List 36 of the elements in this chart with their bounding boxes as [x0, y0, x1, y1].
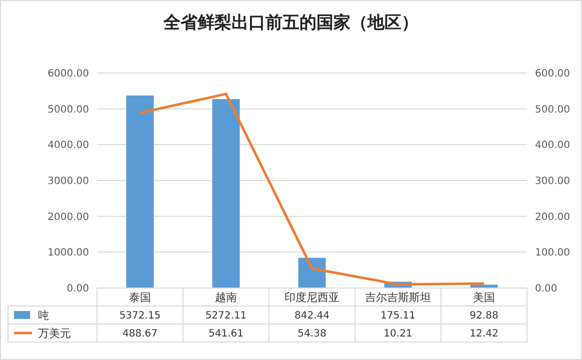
x-tick-label: 泰国	[129, 290, 151, 304]
y-tick-label: 1000.00	[48, 248, 89, 259]
y-tick-label: 6000.00	[48, 68, 89, 80]
x-tick-label: 印度尼西亚	[284, 290, 340, 304]
data-label: 5272.11	[205, 310, 247, 322]
y2-tick-label: 600.00	[535, 68, 570, 80]
y2-tick-label: 0.00	[535, 284, 558, 294]
data-label: 5372.15	[119, 310, 161, 322]
data-label: 10.21	[384, 328, 412, 340]
y-tick-label: 2000.00	[48, 212, 89, 223]
y2-tick-label: 300.00	[535, 176, 570, 187]
data-label: 12.42	[470, 328, 498, 340]
data-label: 541.61	[208, 328, 244, 340]
data-label: 175.11	[380, 310, 416, 322]
bar	[212, 99, 240, 288]
legend-label: 吨	[38, 308, 49, 322]
x-tick-label: 越南	[215, 290, 237, 304]
legend-label: 万美元	[38, 326, 71, 340]
bar	[126, 96, 154, 288]
data-label: 92.88	[470, 310, 498, 322]
bar	[298, 258, 326, 288]
y-tick-label: 0.00	[66, 284, 89, 294]
x-tick-label: 美国	[473, 290, 495, 304]
chart-title: 全省鲜梨出口前五的国家（地区）	[162, 13, 418, 33]
line-series	[138, 92, 486, 286]
y2-tick-label: 200.00	[535, 212, 570, 223]
y2-tick-label: 100.00	[535, 248, 570, 259]
y-tick-label: 5000.00	[48, 104, 89, 116]
y2-tick-label: 400.00	[535, 140, 570, 152]
y-tick-label: 4000.00	[48, 140, 89, 152]
y-tick-label: 3000.00	[48, 176, 89, 187]
x-tick-label: 吉尔吉斯斯坦	[365, 290, 431, 304]
data-label: 488.67	[122, 328, 158, 340]
data-label: 54.38	[298, 328, 326, 340]
y2-tick-label: 500.00	[535, 104, 570, 116]
data-label: 842.44	[294, 310, 330, 322]
